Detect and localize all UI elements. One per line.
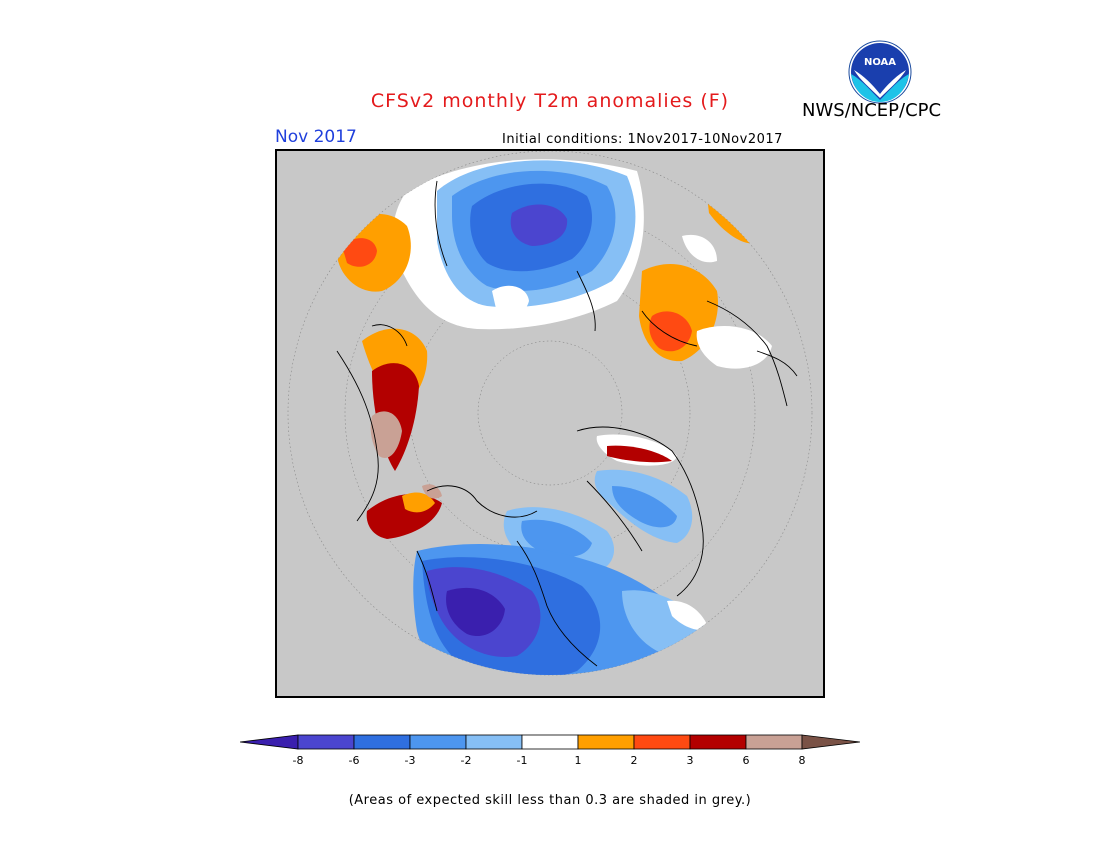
skill-footnote: (Areas of expected skill less than 0.3 a… [348, 793, 752, 808]
coastlines [336, 180, 798, 667]
legend-tick-label: -8 [293, 754, 304, 767]
initial-conditions-label: Initial conditions: 1Nov2017-10Nov2017 [502, 132, 783, 147]
noaa-logo-icon: NOAA [848, 40, 912, 104]
legend-swatch [745, 734, 803, 750]
latitude-ring [477, 340, 623, 486]
forecast-period: Nov 2017 [275, 127, 357, 147]
legend-arrow-high [801, 734, 860, 750]
latitude-ring [344, 207, 756, 619]
chart-title: CFSv2 monthly T2m anomalies (F) [370, 90, 730, 112]
alaska-anomalies [366, 484, 442, 539]
legend-tick-label: -3 [405, 754, 416, 767]
legend-tick-label: 6 [743, 754, 750, 767]
legend-swatch [353, 734, 411, 750]
legend-swatch [409, 734, 467, 750]
legend-swatch [465, 734, 523, 750]
polar-map [275, 149, 825, 698]
legend-tick-label: 1 [575, 754, 582, 767]
legend-tick-label: -6 [349, 754, 360, 767]
organization-label: NWS/NCEP/CPC [802, 100, 942, 121]
europe-anomalies [639, 196, 772, 369]
legend-swatch [521, 734, 579, 750]
legend-tick-label: 8 [799, 754, 806, 767]
legend-swatch [633, 734, 691, 750]
latitude-ring [409, 272, 691, 554]
eurasia-anomalies [336, 159, 644, 471]
legend-swatch [577, 734, 635, 750]
legend-swatch [689, 734, 747, 750]
legend-arrow-low [240, 734, 299, 750]
legend-tick-label: -2 [461, 754, 472, 767]
legend-swatch [297, 734, 355, 750]
legend-tick-label: -1 [517, 754, 528, 767]
logo-text: NOAA [864, 57, 896, 68]
legend-tick-label: 3 [687, 754, 694, 767]
color-legend: -8 -6 -3 -2 -1 1 2 3 6 8 [240, 734, 860, 767]
legend-tick-label: 2 [631, 754, 638, 767]
